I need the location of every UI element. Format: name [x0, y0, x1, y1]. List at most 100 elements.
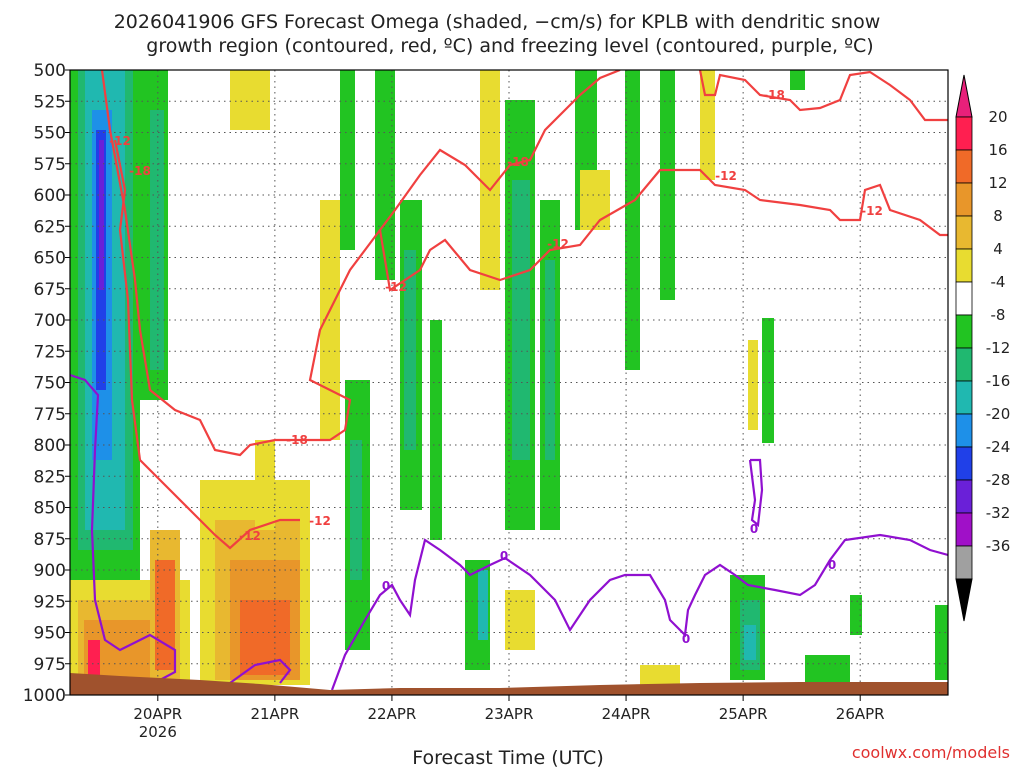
omega-shade [150, 110, 164, 370]
y-tick-label: 775 [34, 405, 66, 425]
colorbar-label: -32 [986, 504, 1011, 522]
y-tick-label: 700 [34, 311, 66, 331]
omega-shade [850, 595, 862, 635]
omega-shade [505, 590, 535, 650]
colorbar-bottom-arrow [955, 578, 973, 622]
omega-shade [744, 625, 756, 660]
colorbar-segment [955, 512, 973, 547]
colorbar-segment [955, 149, 973, 184]
omega-shade [805, 655, 850, 685]
omega-shade [625, 70, 640, 370]
colorbar-label: 20 [988, 108, 1007, 126]
colorbar-segment [955, 116, 973, 151]
y-tick-label: 950 [34, 624, 66, 644]
plot-area: -12 -18 -12 -18 -12 -18 -12 -12 -18 -12 … [69, 69, 949, 696]
y-tick-label: 750 [34, 374, 66, 394]
y-tick-label: 600 [34, 186, 66, 206]
colorbar-segment [955, 479, 973, 514]
colorbar-label: -36 [986, 537, 1011, 555]
red-contour-label: -18 [763, 88, 785, 102]
colorbar-segment [955, 248, 973, 283]
red-contour-line [100, 70, 295, 457]
omega-shade [545, 260, 555, 460]
colorbar-label: -20 [986, 405, 1011, 423]
omega-shade [99, 140, 104, 290]
red-contour-line [378, 168, 948, 292]
omega-shade [935, 605, 948, 680]
colorbar-label: -8 [991, 306, 1006, 324]
y-tick-label: 925 [34, 592, 66, 612]
red-contour-label: -18 [129, 164, 151, 178]
purple-contour-line [70, 373, 177, 681]
y-tick-label: 725 [34, 342, 66, 362]
y-tick-label: 900 [34, 561, 66, 581]
red-contour-line [295, 70, 621, 442]
red-contour-line [113, 139, 300, 550]
contour-labels: -12 -18 -12 -18 -12 -18 -12 -12 -18 -12 … [109, 88, 883, 646]
x-tick-label: 26APR [836, 705, 885, 723]
purple-contour-label: 0 [382, 579, 390, 593]
omega-shade [430, 320, 442, 540]
ground-terrain [70, 673, 948, 695]
colorbar-segment [955, 215, 973, 250]
red-contour-line [698, 70, 948, 122]
colorbar-label: -24 [986, 438, 1011, 456]
colorbar-top-arrow [955, 74, 973, 118]
red-contour-label: -12 [861, 204, 883, 218]
y-tick-label: 625 [34, 217, 66, 237]
omega-shade [340, 70, 355, 250]
red-contour-label: -12 [547, 237, 569, 251]
colorbar-segment [955, 314, 973, 349]
colorbar-label: 16 [988, 141, 1007, 159]
omega-shade [155, 560, 175, 670]
purple-contour-line [229, 658, 292, 684]
colorbar-segment [955, 380, 973, 415]
colorbar-label: 12 [988, 174, 1007, 192]
y-tick-label: 1000 [23, 686, 66, 706]
colorbar-label: -4 [991, 273, 1006, 291]
red-contour-label: -18 [286, 433, 308, 447]
colorbar-label: -28 [986, 471, 1011, 489]
omega-shade [88, 640, 100, 675]
purple-contour-line [330, 533, 948, 691]
omega-shade [580, 170, 610, 230]
credit-text: coolwx.com/models [852, 743, 1010, 762]
omega-shade [375, 70, 395, 280]
omega-shading [70, 70, 948, 685]
x-tick-label: 22APR [368, 705, 417, 723]
red-contours [100, 70, 948, 550]
y-tick-label: 825 [34, 467, 66, 487]
y-axis: 500 525 550 575 600 625 650 675 700 725 750 775 800 8… [23, 61, 70, 706]
colorbar-segment [955, 413, 973, 448]
y-tick-label: 500 [34, 61, 66, 81]
omega-shade [404, 250, 416, 450]
colorbar-segment [955, 182, 973, 217]
red-contour-label: -12 [385, 280, 407, 294]
omega-shade [478, 570, 488, 640]
purple-contour-label: 0 [750, 522, 758, 536]
y-tick-label: 800 [34, 436, 66, 456]
x-tick-label: 25APR [719, 705, 768, 723]
colorbar-segment [955, 281, 973, 316]
y-tick-label: 575 [34, 155, 66, 175]
purple-contour-label: 0 [500, 549, 508, 563]
x-tick-sublabel: 2026 [139, 723, 177, 741]
purple-contour-line [748, 458, 764, 528]
colorbar-segment [955, 446, 973, 481]
y-tick-label: 675 [34, 280, 66, 300]
omega-shade [748, 340, 758, 430]
omega-shade [255, 440, 275, 530]
red-contour-label: -12 [109, 134, 131, 148]
colorbar: 20 16 12 8 4 -4 -8 -12 -16 -20 -24 -28 -32 -36 [955, 74, 1011, 622]
x-tick-label: 20APR [133, 705, 182, 723]
y-tick-label: 650 [34, 249, 66, 269]
colorbar-label: -16 [986, 372, 1011, 390]
x-tick-label: 21APR [250, 705, 299, 723]
colorbar-label: 4 [993, 240, 1003, 258]
colorbar-label: -12 [986, 339, 1011, 357]
colorbar-segment [955, 545, 973, 580]
omega-shade [480, 70, 500, 290]
x-tick-label: 24APR [602, 705, 651, 723]
